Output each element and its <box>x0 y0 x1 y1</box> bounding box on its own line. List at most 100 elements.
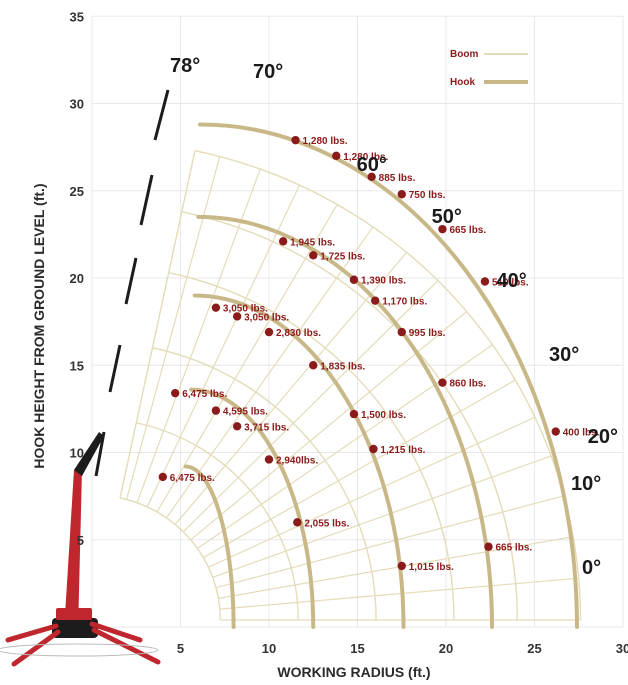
hook-arc <box>192 293 406 629</box>
boom-radial-line <box>219 577 579 610</box>
capacity-label: 665 lbs. <box>495 543 532 554</box>
capacity-label: 1,725 lbs. <box>320 251 365 262</box>
capacity-label: 1,945 lbs. <box>290 237 335 248</box>
angle-label: 30° <box>549 344 579 366</box>
capacity-point <box>438 224 447 234</box>
capacity-label: 3,050 lbs. <box>244 312 289 323</box>
angle-label: 20° <box>588 426 618 448</box>
boom-radial-line <box>125 156 221 500</box>
legend-boom-label: Boom <box>450 49 478 60</box>
capacity-point <box>349 409 359 419</box>
crane-outrigger <box>5 623 59 643</box>
crane-boom-shape <box>64 470 82 632</box>
capacity-point <box>551 427 560 436</box>
capacity-point <box>484 542 493 551</box>
capacity-label: 6,475 lbs. <box>182 389 227 400</box>
hook-arc <box>197 122 579 629</box>
capacity-point <box>438 378 447 387</box>
capacity-point <box>278 237 288 246</box>
capacity-label: 510 lbs. <box>492 277 529 288</box>
capacity-point <box>293 518 302 527</box>
capacity-label: 400 lbs. <box>563 428 600 439</box>
capacity-label: 750 lbs. <box>409 190 446 201</box>
capacity-label: 1,170 lbs. <box>382 297 427 308</box>
boom-sector-grid <box>119 149 582 621</box>
boom-tip-mark <box>94 431 106 477</box>
boom-edge-line <box>119 150 196 499</box>
x-tick-label: 5 <box>177 641 184 656</box>
hook-arc <box>183 464 236 629</box>
boom-ring <box>168 271 455 621</box>
capacity-label: 1,015 lbs. <box>409 562 454 573</box>
capacity-label: 1,500 lbs. <box>361 410 406 421</box>
capacity-point <box>309 361 318 370</box>
crane-illustration <box>0 89 170 667</box>
y-tick-label: 20 <box>70 271 84 286</box>
capacity-point <box>211 406 221 415</box>
crane-boom-shape <box>74 432 104 476</box>
boom-radial-line <box>190 311 468 541</box>
capacity-point <box>369 444 378 454</box>
boom-ring <box>152 347 377 621</box>
boom-tip-mark <box>139 174 154 226</box>
capacity-point <box>170 388 180 398</box>
capacity-point <box>397 190 406 199</box>
boom-ring <box>181 210 518 621</box>
boom-ring <box>136 422 299 621</box>
crane-footprint <box>0 643 159 657</box>
y-tick-label: 25 <box>70 184 84 199</box>
capacity-label: 665 lbs. <box>449 225 486 236</box>
capacity-label: 1,835 lbs. <box>320 361 365 372</box>
y-tick-label: 10 <box>70 446 84 461</box>
capacity-point <box>264 455 274 464</box>
capacity-point <box>397 561 406 571</box>
x-tick-label: 15 <box>350 641 364 656</box>
capacity-point <box>232 422 242 431</box>
legend-hook-label: Hook <box>450 77 475 88</box>
x-tick-label: 20 <box>439 641 453 656</box>
y-tick-label: 35 <box>70 9 84 24</box>
y-tick-label: 15 <box>70 358 84 373</box>
capacity-label: 6,475 lbs. <box>170 473 215 484</box>
capacity-points: 1,280 lbs. 1,280 lbs. 885 lbs. 750 lbs. 665 … <box>158 135 600 573</box>
capacity-label: 1,280 lbs. <box>303 136 348 147</box>
capacity-point <box>480 277 490 286</box>
capacity-point <box>211 303 221 312</box>
y-axis-title: HOOK HEIGHT FROM GROUND LEVEL (ft.) <box>31 183 47 468</box>
crane-outrigger <box>91 627 161 665</box>
capacity-point <box>158 472 167 482</box>
angle-label: 60° <box>357 154 387 176</box>
capacity-point <box>332 151 341 161</box>
boom-radial-line <box>218 536 574 599</box>
capacity-label: 860 lbs. <box>449 379 486 390</box>
capacity-point <box>309 251 318 260</box>
x-tick-label: 25 <box>527 641 541 656</box>
hook-arc <box>189 387 316 629</box>
angle-label: 10° <box>571 473 601 495</box>
hook-arcs <box>183 122 579 629</box>
boom-tip-mark <box>153 89 170 141</box>
boom-radial-line <box>156 204 338 513</box>
capacity-label: 4,595 lbs. <box>223 407 268 418</box>
boom-tip-mark <box>124 257 138 305</box>
angle-labels: 78° 70° 60° 50° 40° 30° 20° 10° 0° <box>170 55 618 579</box>
boom-radial-line <box>212 455 552 578</box>
crane-body <box>56 608 92 620</box>
x-tick-label: 30 <box>616 641 628 656</box>
capacity-label: 3,715 lbs. <box>244 422 289 433</box>
capacity-label: 885 lbs. <box>379 173 416 184</box>
axis-ticks: 5 10 15 20 25 30 5 10 15 20 25 30 35 <box>70 9 628 656</box>
y-tick-label: 30 <box>70 97 84 112</box>
boom-radial-line <box>215 495 565 589</box>
angle-label: 78° <box>170 55 200 77</box>
capacity-label: 1,280 lbs. <box>343 152 388 163</box>
boom-radial-line <box>146 184 301 508</box>
boom-radial-line <box>208 416 536 568</box>
capacity-point <box>367 172 376 181</box>
capacity-label: 2,940lbs. <box>276 455 318 466</box>
angle-label: 40° <box>496 270 526 292</box>
legend: Boom Hook <box>450 49 528 88</box>
capacity-point <box>349 275 359 284</box>
capacity-label: 2,055 lbs. <box>304 518 349 529</box>
